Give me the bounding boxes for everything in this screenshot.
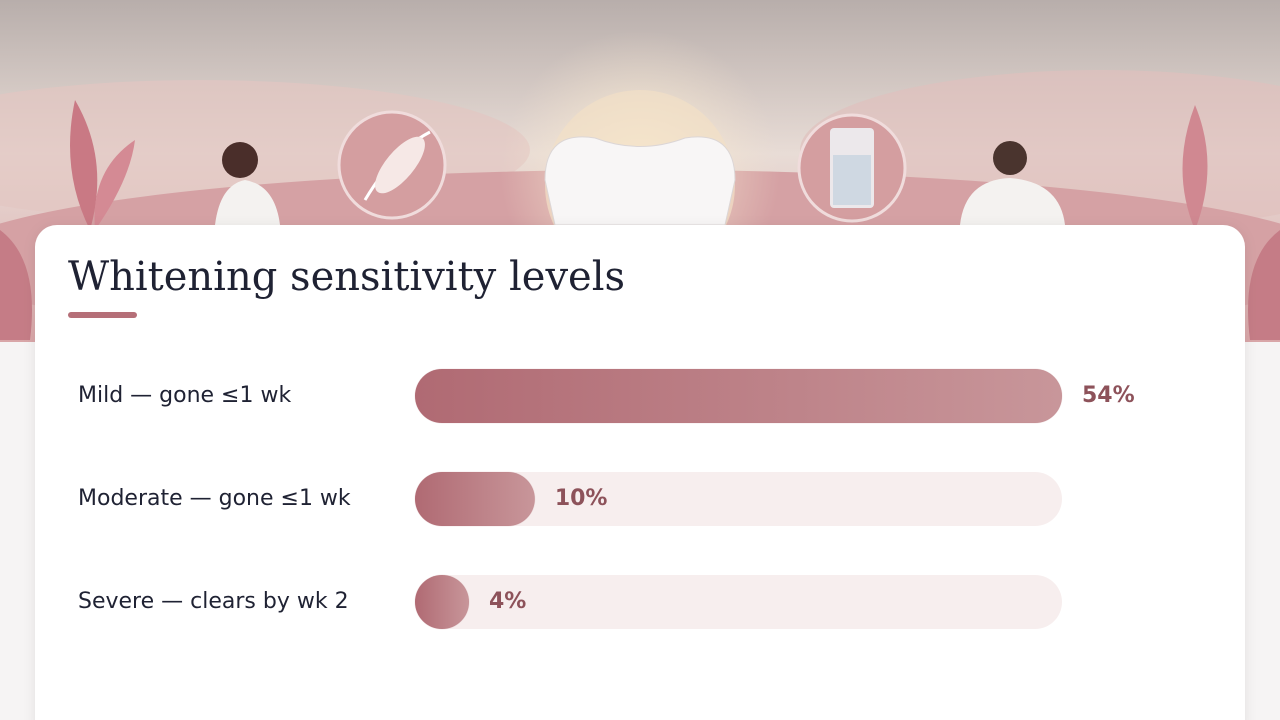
- category-label: Severe — clears by wk 2: [78, 589, 349, 614]
- title-accent: [68, 312, 137, 318]
- bars: Mild — gone ≤1 wk 54% Moderate — gone ≤1 w…: [78, 368, 1135, 630]
- value-label: 54%: [1082, 383, 1135, 408]
- category-label: Mild — gone ≤1 wk: [78, 383, 291, 408]
- bar: [414, 574, 470, 630]
- chart-title: Whitening sensitivity levels: [68, 254, 625, 300]
- bar: [414, 368, 1063, 424]
- category-label: Moderate — gone ≤1 wk: [78, 486, 351, 511]
- value-label: 4%: [489, 589, 526, 614]
- bar-track: [415, 472, 1062, 526]
- value-label: 10%: [555, 486, 608, 511]
- bar-track: [415, 575, 1062, 629]
- bar: [414, 471, 536, 527]
